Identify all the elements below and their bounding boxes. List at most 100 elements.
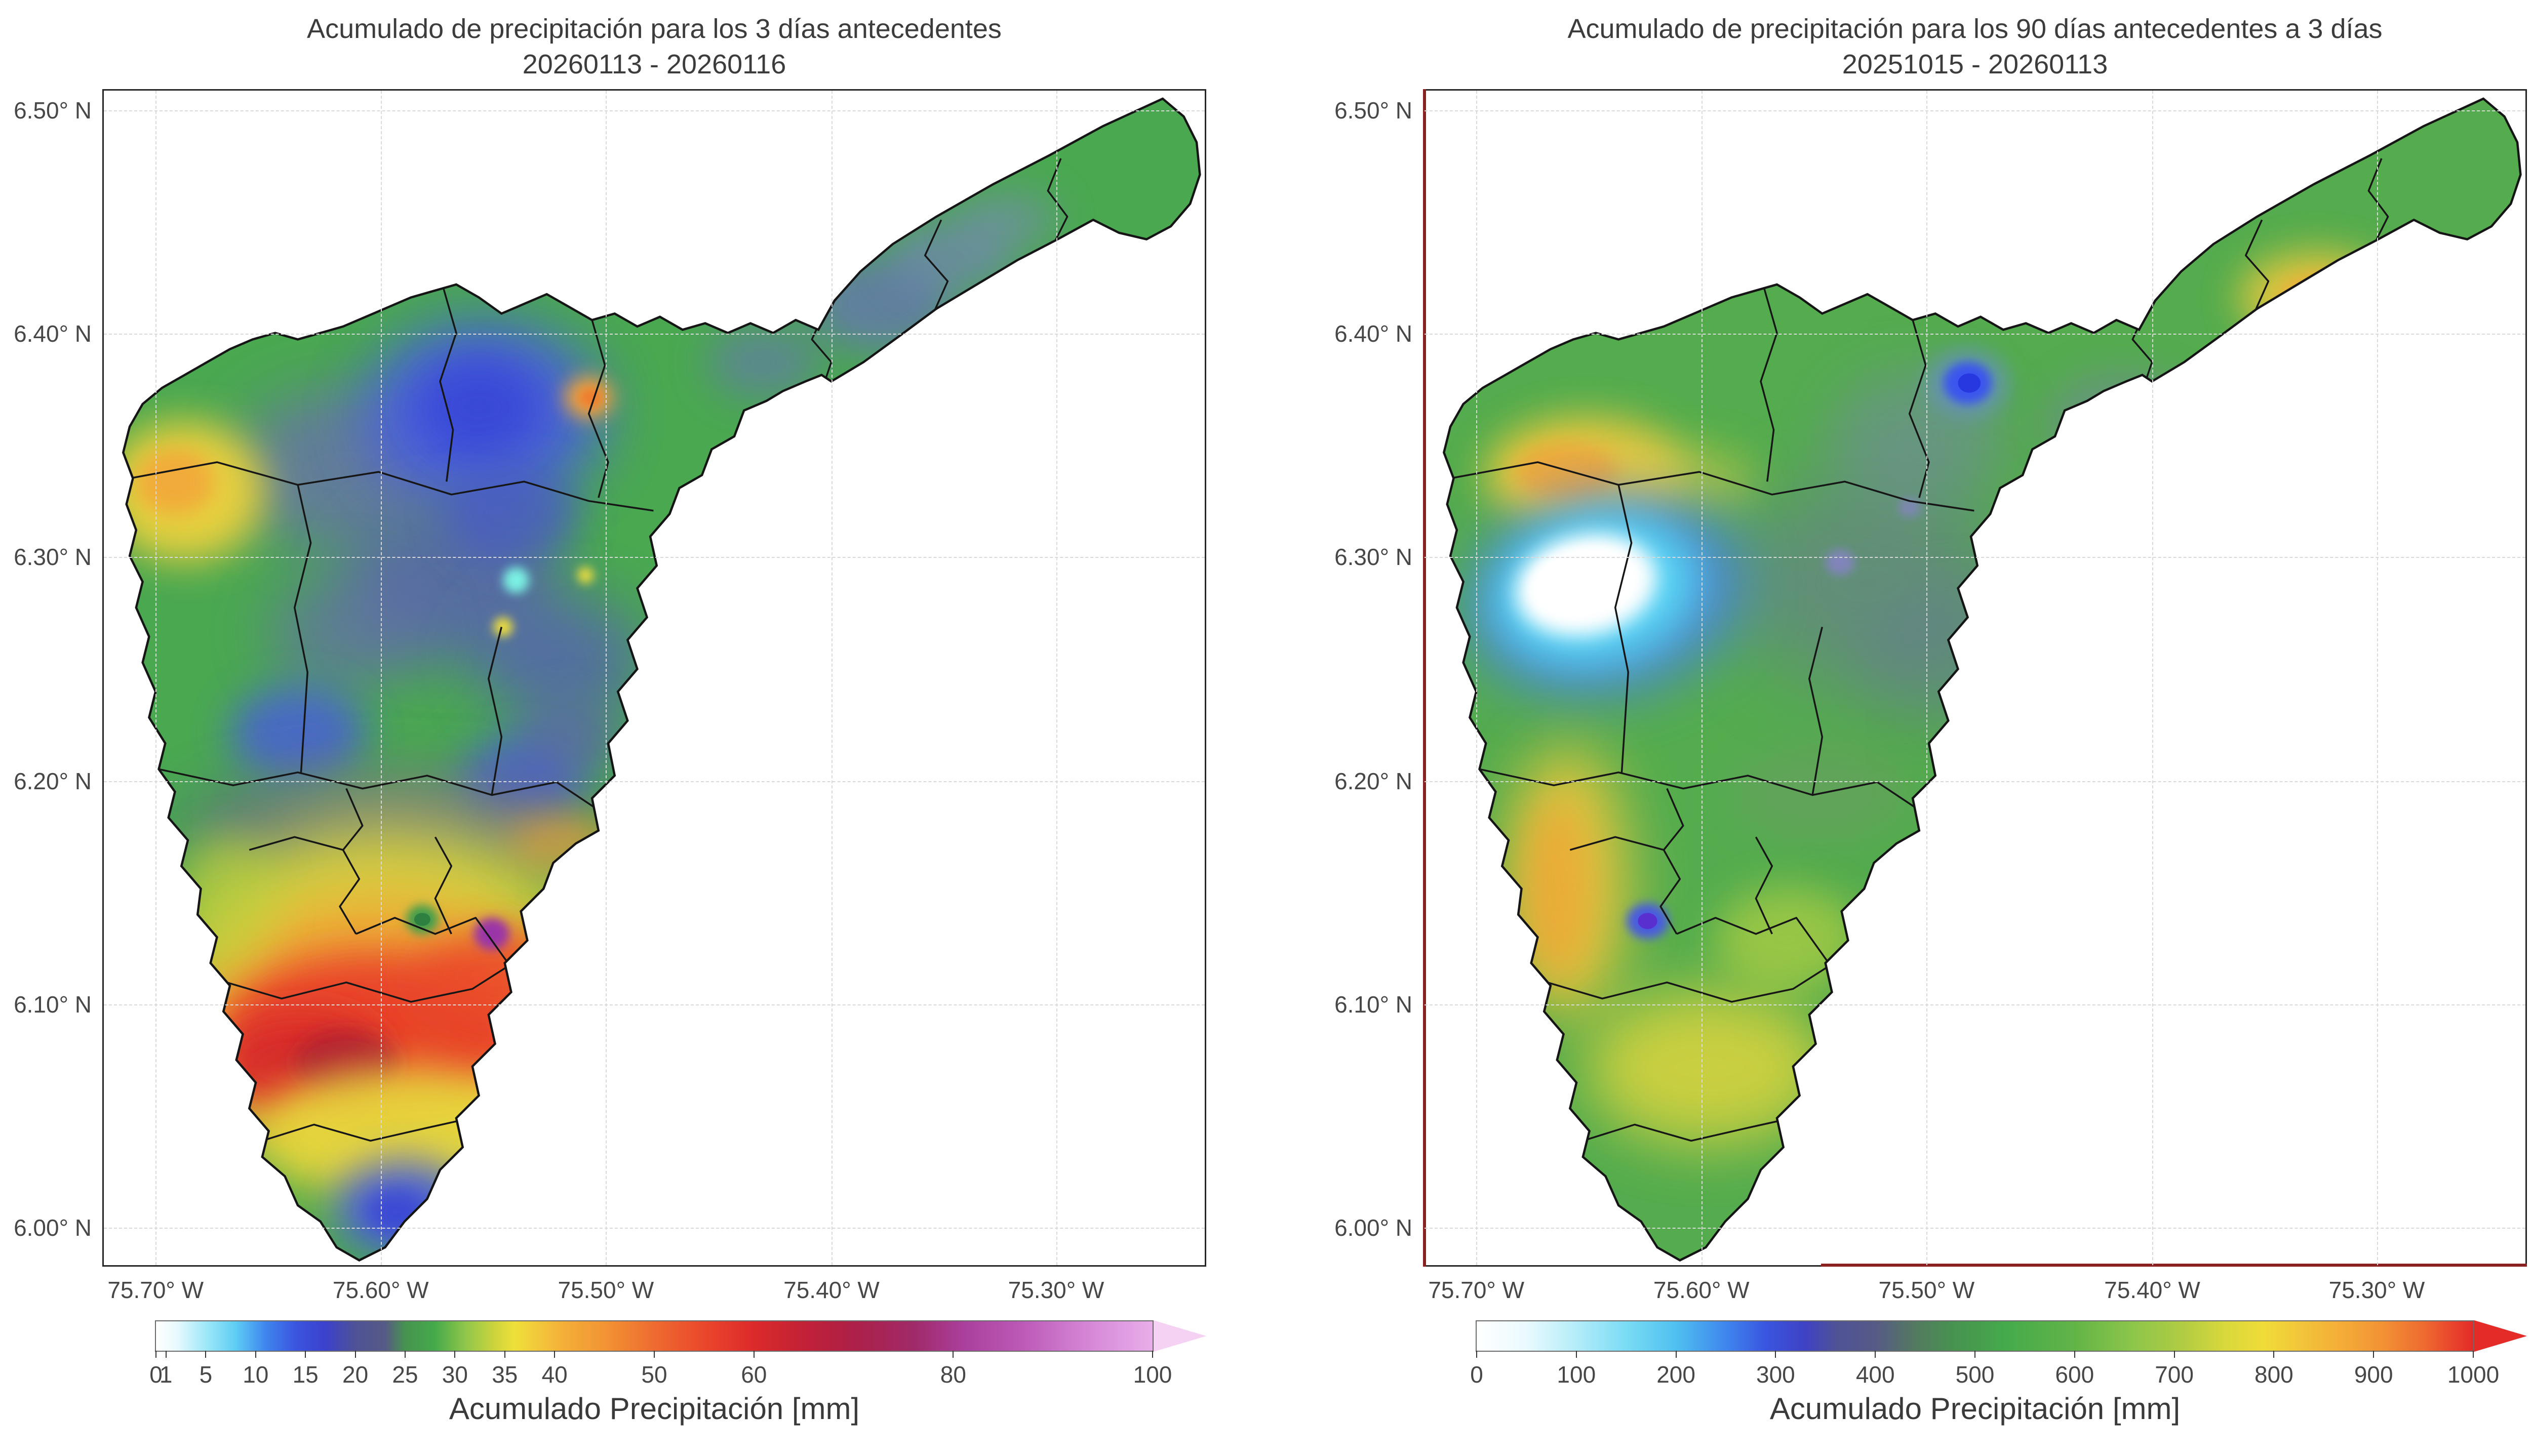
panel-title-line2: 20260113 - 20260116	[522, 49, 786, 80]
y-axis-tick-label: 6.30° N	[1334, 544, 1412, 571]
colorbar-tick-label: 900	[2354, 1361, 2393, 1388]
colorbar-tick-mark	[205, 1351, 207, 1358]
map-axes-3day: 75.70° W 75.60° W 75.50° W 75.40° W 75.30° W…	[14, 89, 1206, 1303]
colorbar-tick-label: 600	[2055, 1361, 2094, 1388]
x-axis-tick-label: 75.60° W	[1653, 1277, 1750, 1303]
colorbar-90day: 0 100 200 300 400 500 600 700 800 900 1000	[1423, 1320, 2527, 1388]
panel-title-line1: Acumulado de precipitación para los 3 dí…	[307, 14, 1002, 44]
map-panel-3day: Acumulado de precipitación para los 3 dí…	[14, 0, 1206, 1456]
colorbar-tick-label: 100	[1557, 1361, 1596, 1388]
x-axis-tick-label: 75.40° W	[2104, 1277, 2200, 1303]
colorbar-tick-mark	[654, 1351, 655, 1358]
colorbar-tick-label: 300	[1756, 1361, 1795, 1388]
gridline-vertical	[1056, 91, 1057, 1265]
gridline-vertical	[2377, 91, 2378, 1265]
gridline-horizontal	[104, 334, 1205, 335]
y-axis-tick-label: 6.20° N	[14, 768, 92, 795]
colorbar-tick-mark	[1675, 1351, 1677, 1358]
colorbar-tick-label: 100	[1133, 1361, 1172, 1388]
colorbar-tick-label: 400	[1855, 1361, 1895, 1388]
panel-title: Acumulado de precipitación para los 3 dí…	[102, 11, 1206, 82]
colorbar-tick-mark	[2373, 1351, 2375, 1358]
colorbar-tick-mark	[1476, 1351, 1477, 1358]
map-axes-90day: 75.70° W 75.60° W 75.50° W 75.40° W 75.30° W…	[1334, 89, 2527, 1303]
gridline-horizontal	[1425, 110, 2525, 112]
colorbar-tick-label: 800	[2254, 1361, 2293, 1388]
y-axis-tick-label: 6.30° N	[14, 544, 92, 571]
precipitation-field-90day	[1425, 91, 2525, 1265]
colorbar-tick-label: 80	[940, 1361, 966, 1388]
panel-title-line1: Acumulado de precipitación para los 90 d…	[1567, 14, 2383, 44]
gridline-horizontal	[1425, 334, 2525, 335]
basin-clip-edge-left	[1423, 89, 1426, 1267]
colorbar-tick-label: 700	[2155, 1361, 2194, 1388]
colorbar-tick-label: 1000	[2447, 1361, 2500, 1388]
colorbar-tick-mark	[2074, 1351, 2075, 1358]
y-axis-tick-label: 6.00° N	[1334, 1214, 1412, 1241]
colorbar-tick-label: 30	[442, 1361, 468, 1388]
y-axis-tick-label: 6.00° N	[14, 1214, 92, 1241]
colorbar-over-arrow	[2474, 1320, 2527, 1352]
y-axis-tick-label: 6.10° N	[1334, 991, 1412, 1018]
colorbar-gradient: 0 1 5 10 15 20 25 30 35 40 50 60 80 100	[149, 1320, 1172, 1388]
x-axis-tick-label: 75.40° W	[783, 1277, 880, 1303]
colorbar-tick-label: 10	[243, 1361, 269, 1388]
precipitation-field-3day	[104, 91, 1205, 1265]
colorbar-tick-mark	[354, 1351, 356, 1358]
colorbar-tick-mark	[953, 1351, 954, 1358]
y-axis-tick-label: 6.10° N	[14, 991, 92, 1018]
gridline-vertical	[155, 91, 157, 1265]
y-axis-tick-label: 6.50° N	[1334, 97, 1412, 124]
colorbar-tick-mark	[1775, 1351, 1776, 1358]
gridline-horizontal	[104, 557, 1205, 558]
x-axis-tick-label: 75.50° W	[558, 1277, 654, 1303]
colorbar-tick-label: 25	[392, 1361, 418, 1388]
colorbar-tick-label: 200	[1656, 1361, 1695, 1388]
colorbar-label: Acumulado Precipitación [mm]	[449, 1392, 860, 1426]
colorbar-tick-label: 35	[492, 1361, 518, 1388]
colorbar-tick-mark	[753, 1351, 755, 1358]
gridline-vertical	[2152, 91, 2153, 1265]
colorbar-tick-mark	[305, 1351, 306, 1358]
x-axis-tick-label: 75.60° W	[332, 1277, 429, 1303]
colorbar-tick-mark	[2173, 1351, 2175, 1358]
panel-title: Acumulado de precipitación para los 90 d…	[1423, 11, 2527, 82]
colorbar-tick-mark	[554, 1351, 556, 1358]
colorbar-tick-label: 40	[541, 1361, 568, 1388]
colorbar-tick-mark	[405, 1351, 406, 1358]
colorbar-tick-label: 15	[292, 1361, 319, 1388]
y-axis-tick-label: 6.20° N	[1334, 768, 1412, 795]
colorbar-label: Acumulado Precipitación [mm]	[1769, 1392, 2181, 1426]
colorbar-tick-label: 500	[1955, 1361, 1995, 1388]
basin-clip-edge-bottom	[1821, 1264, 2527, 1267]
x-axis-tick-label: 75.70° W	[107, 1277, 204, 1303]
gridline-horizontal	[104, 781, 1205, 783]
colorbar-tick-label: 0	[1470, 1361, 1483, 1388]
gridline-horizontal	[104, 110, 1205, 112]
gridline-vertical	[1926, 91, 1928, 1265]
colorbar-tick-mark	[1974, 1351, 1975, 1358]
gridline-horizontal	[1425, 1004, 2525, 1005]
colorbar-tick-label: 0	[149, 1361, 163, 1388]
colorbar-under-arrow	[1423, 1320, 1476, 1352]
panel-title-line2: 20251015 - 20260113	[1842, 49, 2108, 80]
y-axis-tick-label: 6.50° N	[14, 97, 92, 124]
colorbar-tick-label: 5	[199, 1361, 213, 1388]
colorbar-tick-mark	[255, 1351, 256, 1358]
colorbar-tick-label: 50	[641, 1361, 667, 1388]
map-panel-90day: Acumulado de precipitación para los 90 d…	[1334, 0, 2527, 1456]
gridline-horizontal	[104, 1004, 1205, 1005]
colorbar-under-arrow	[102, 1320, 155, 1352]
y-axis-tick-label: 6.40° N	[1334, 320, 1412, 347]
x-axis-tick-label: 75.30° W	[2328, 1277, 2425, 1303]
colorbar-tick-mark	[454, 1351, 456, 1358]
colorbar-3day: 0 1 5 10 15 20 25 30 35 40 50 60 80 100	[102, 1320, 1206, 1388]
x-axis-tick-label: 75.30° W	[1008, 1277, 1104, 1303]
gridline-horizontal	[104, 1227, 1205, 1229]
gridline-horizontal	[1425, 781, 2525, 783]
gridline-vertical	[1701, 91, 1703, 1265]
colorbar-tick-label: 60	[741, 1361, 767, 1388]
colorbar-tick-mark	[165, 1351, 167, 1358]
colorbar-tick-mark	[2273, 1351, 2275, 1358]
y-axis-tick-label: 6.40° N	[14, 320, 92, 347]
